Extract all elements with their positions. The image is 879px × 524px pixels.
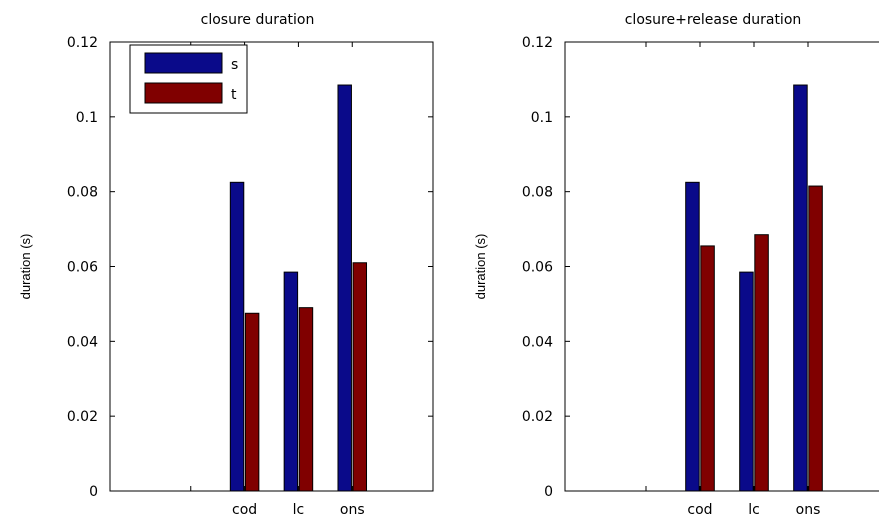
y-tick-label: 0.1: [531, 110, 553, 126]
y-axis-label: duration (s): [473, 234, 488, 300]
x-tick-label-lc: lc: [748, 502, 760, 518]
bar-s-ons: [793, 84, 808, 492]
bar-s-lc: [739, 271, 754, 492]
x-tick-label-ons: ons: [796, 502, 821, 518]
x-tick-label-ons: ons: [340, 502, 365, 518]
y-tick-label: 0.04: [522, 334, 553, 350]
y-tick-label: 0.06: [522, 260, 553, 276]
y-tick-label: 0.12: [522, 35, 553, 51]
legend-label-t: t: [231, 87, 237, 103]
legend-label-s: s: [231, 57, 238, 73]
bar-t-cod: [244, 312, 260, 492]
y-tick-label: 0.02: [67, 409, 98, 425]
chart-panel-1: 0 0.02 0.04 0.06 0.08 0.1 0.12 cod lc ons closure …: [18, 12, 434, 518]
y-tick-label: 0.12: [67, 35, 98, 51]
bar-t-ons: [352, 262, 368, 492]
x-tick-label-lc: lc: [293, 502, 305, 518]
bar-s-cod: [229, 181, 245, 492]
y-tick-label: 0.02: [522, 409, 553, 425]
y-tick-label: 0.06: [67, 260, 98, 276]
y-axis-label: duration (s): [18, 234, 33, 300]
y-tick-label: 0.08: [67, 185, 98, 201]
x-tick-label-cod: cod: [232, 502, 257, 518]
bar-s-ons: [337, 84, 352, 492]
y-tick-label: 0: [89, 484, 98, 500]
chart-panel-2: 0 0.02 0.04 0.06 0.08 0.1 0.12 cod lc ons closure+…: [473, 12, 879, 518]
y-tick-label: 0: [544, 484, 553, 500]
legend-swatch-t: [144, 82, 223, 104]
legend-swatch-s: [144, 52, 223, 74]
bar-t-ons: [808, 185, 823, 492]
bar-t-lc: [298, 307, 314, 492]
y-tick-label: 0.08: [522, 185, 553, 201]
y-tick-label: 0.1: [76, 110, 98, 126]
chart-title: closure+release duration: [625, 12, 802, 28]
axes-box: [564, 41, 879, 492]
bar-t-lc: [754, 234, 769, 492]
chart-title: closure duration: [201, 12, 315, 28]
x-tick-label-cod: cod: [687, 502, 712, 518]
bar-s-lc: [283, 271, 299, 492]
bar-t-cod: [700, 245, 715, 492]
y-tick-label: 0.04: [67, 334, 98, 350]
bar-s-cod: [685, 181, 700, 492]
